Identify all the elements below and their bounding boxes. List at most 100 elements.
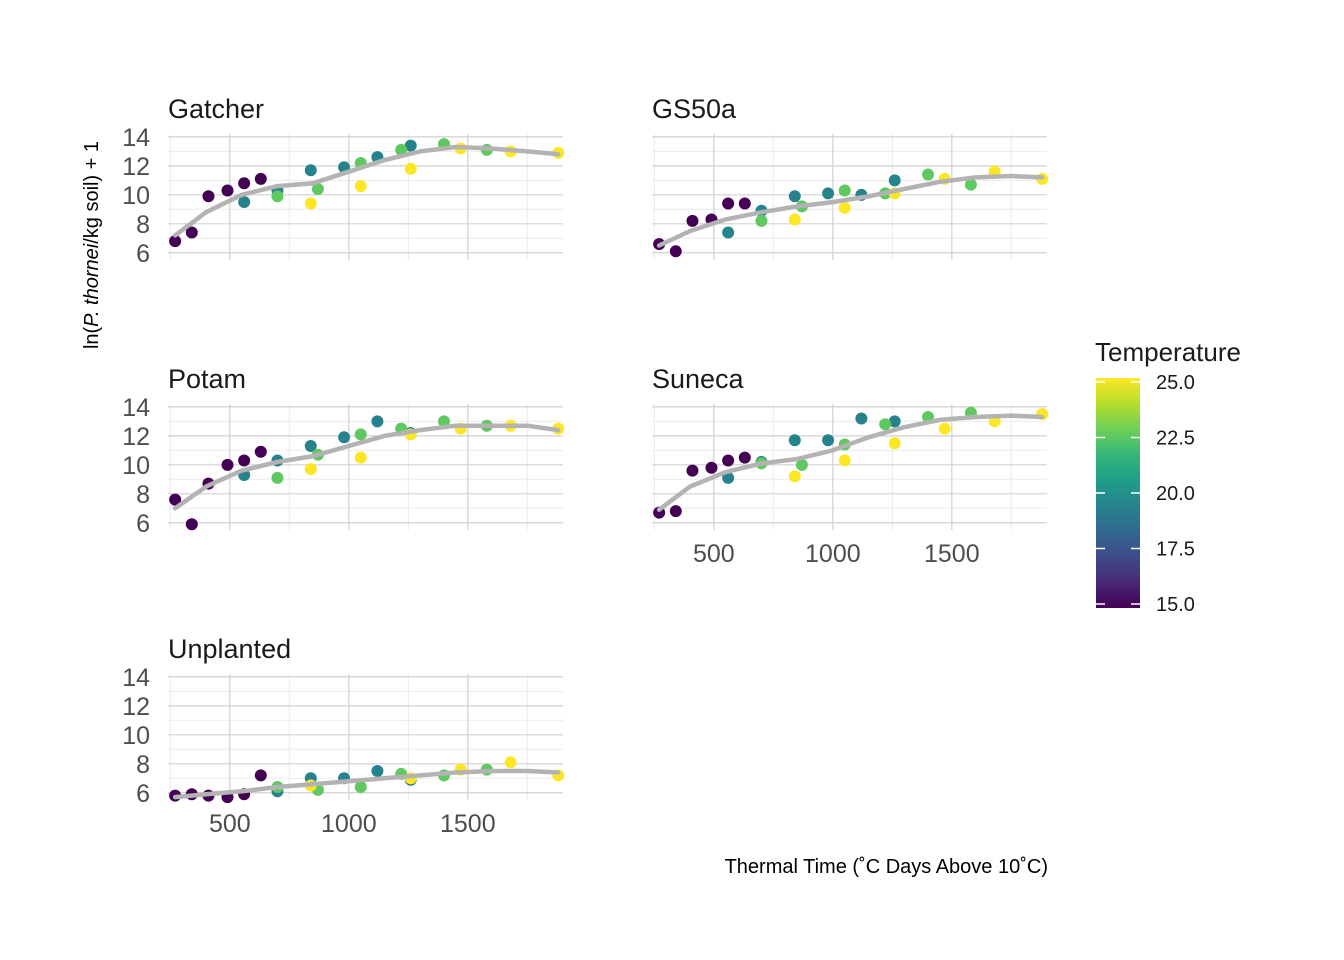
data-point: [304, 440, 317, 452]
data-point: [788, 434, 801, 447]
data-point: [879, 418, 892, 431]
smooth-line: [656, 413, 1045, 512]
legend-title: Temperature: [1095, 337, 1241, 367]
data-point: [669, 245, 682, 258]
data-point: [221, 184, 234, 197]
y-tick-label: 12: [122, 153, 150, 181]
data-point: [354, 780, 367, 793]
legend-tick-label: 22.5: [1156, 428, 1195, 450]
data-point: [888, 437, 901, 450]
x-axis-title: Thermal Time (˚C Days Above 10˚C): [725, 856, 1048, 878]
data-point: [438, 415, 451, 428]
data-point: [354, 428, 367, 441]
data-point: [238, 196, 251, 209]
data-point: [238, 177, 251, 190]
y-tick-label: 6: [136, 510, 150, 538]
data-point: [254, 445, 267, 458]
y-tick-label: 10: [122, 722, 150, 750]
legend-tick-label: 17.5: [1156, 539, 1195, 561]
data-point: [722, 471, 735, 484]
x-tick-label: 1000: [321, 810, 377, 838]
data-point: [254, 769, 267, 782]
data-point: [938, 422, 951, 435]
smooth-line: [656, 173, 1045, 248]
grid: [168, 134, 563, 260]
data-point: [888, 415, 901, 428]
x-tick-label: 1500: [440, 810, 496, 838]
smooth-line: [172, 768, 561, 800]
panel-suneca: Suneca 500 1000 1500: [652, 364, 1049, 568]
data-point: [271, 190, 284, 203]
data-point: [822, 187, 835, 200]
legend-tick-label: 15.0: [1156, 594, 1195, 616]
data-point: [738, 451, 751, 464]
data-point: [788, 213, 801, 226]
smooth-line: [172, 423, 561, 511]
y-tick-label: 10: [122, 182, 150, 210]
data-point: [304, 164, 317, 177]
panel-title: Gatcher: [168, 94, 264, 124]
data-point: [185, 226, 198, 239]
data-point: [964, 178, 977, 191]
data-point: [686, 464, 699, 477]
data-point: [271, 471, 284, 484]
panels: Gatcher68101214GS50aPotam68101214Suneca5…: [122, 94, 1049, 838]
data-point: [722, 454, 735, 467]
panel-gs50a: GS50a: [652, 94, 1049, 260]
data-point: [722, 197, 735, 210]
data-point: [202, 190, 215, 203]
data-point: [238, 454, 251, 467]
data-point: [838, 201, 851, 214]
data-point: [855, 412, 868, 425]
data-point: [221, 458, 234, 471]
y-axis-title: ln(P. thornei/kg soil) + 1: [81, 141, 103, 349]
data-point: [169, 493, 182, 506]
x-tick-label: 1500: [924, 540, 980, 568]
y-tick-label: 8: [136, 751, 150, 779]
grid: [168, 674, 563, 800]
data-point: [185, 518, 198, 531]
data-point: [922, 168, 935, 181]
y-tick-label: 14: [122, 124, 150, 152]
data-point: [722, 226, 735, 239]
data-point: [755, 214, 768, 227]
data-point: [888, 174, 901, 187]
data-point: [795, 458, 808, 471]
y-tick-label: 6: [136, 780, 150, 808]
data-point: [822, 434, 835, 447]
data-point: [354, 180, 367, 193]
y-tick-label: 8: [136, 481, 150, 509]
x-tick-label: 500: [693, 540, 735, 568]
data-point: [705, 461, 718, 474]
data-point: [404, 139, 417, 152]
data-point: [404, 162, 417, 175]
panel-title: GS50a: [652, 94, 737, 124]
data-point: [788, 190, 801, 203]
data-point: [254, 172, 267, 185]
data-point: [371, 765, 384, 778]
grid: [652, 404, 1047, 530]
x-tick-label: 500: [209, 810, 251, 838]
y-tick-label: 6: [136, 240, 150, 268]
y-tick-label: 14: [122, 664, 150, 692]
y-tick-label: 10: [122, 452, 150, 480]
data-point: [371, 415, 384, 428]
legend-tick-label: 20.0: [1156, 483, 1195, 505]
data-point: [304, 463, 317, 476]
panel-title: Potam: [168, 364, 246, 394]
data-point: [838, 454, 851, 467]
y-tick-label: 12: [122, 423, 150, 451]
data-point: [311, 183, 324, 196]
legend: Temperature 15.0 17.5 20.0 22.5 25.0: [1095, 337, 1241, 616]
y-tick-label: 8: [136, 211, 150, 239]
smooth-line: [172, 144, 561, 238]
data-point: [669, 505, 682, 518]
y-tick-label: 14: [122, 394, 150, 422]
data-point: [504, 756, 517, 769]
data-point: [169, 235, 182, 248]
data-point: [338, 431, 351, 444]
grid: [652, 134, 1047, 260]
